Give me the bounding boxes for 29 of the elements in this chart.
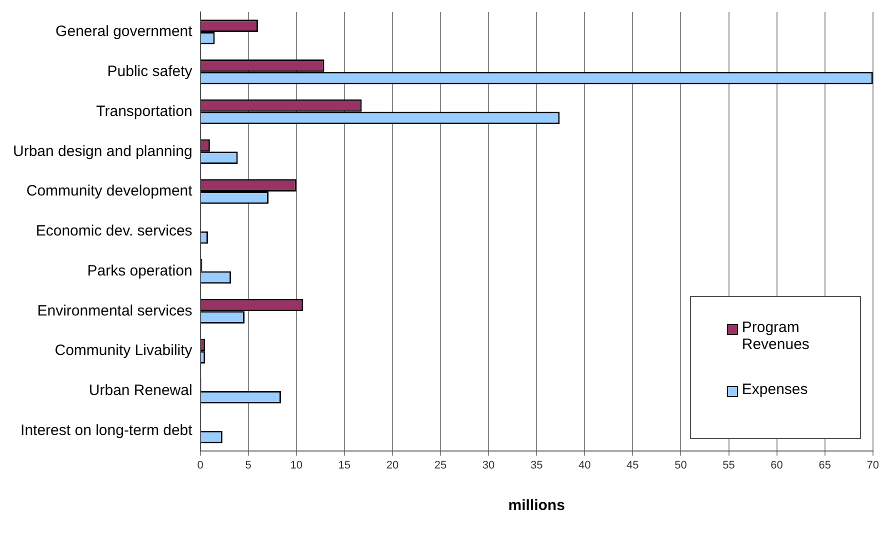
x-tick-label: 10 xyxy=(290,459,303,472)
x-tick-label: 30 xyxy=(482,459,495,472)
y-tick-label: Urban design and planning xyxy=(12,142,192,160)
y-tick-label: Interest on long-term debt xyxy=(20,422,194,439)
y-tick-label: Community development xyxy=(26,182,194,200)
y-tick-label: Urban Renewal xyxy=(88,382,192,400)
x-tick-label: 70 xyxy=(866,459,880,472)
y-tick-label: Economic dev. services xyxy=(36,222,192,240)
legend-label: Expenses xyxy=(742,380,809,398)
x-tick-label: 15 xyxy=(338,459,351,472)
y-tick-label: Transportation xyxy=(96,102,192,120)
x-tick-label: 45 xyxy=(626,459,639,472)
x-tick-label: 50 xyxy=(674,459,687,472)
x-tick-label: 25 xyxy=(434,459,447,472)
y-tick-label: General government xyxy=(56,23,194,40)
y-tick-label: Community Livability xyxy=(54,342,193,360)
x-tick-label: 40 xyxy=(578,459,591,472)
legend-label: Program Revenues xyxy=(742,318,810,353)
x-tick-label: 35 xyxy=(530,459,543,472)
x-tick-label: 55 xyxy=(722,459,735,472)
x-tick-label: 0 xyxy=(197,459,204,472)
x-tick-label: 20 xyxy=(386,459,399,472)
x-axis-title: millions xyxy=(508,497,565,514)
y-tick-label: Environmental services xyxy=(37,302,192,320)
x-tick-label: 5 xyxy=(245,459,252,472)
y-tick-label: Public safety xyxy=(107,62,193,80)
x-tick-label: 60 xyxy=(770,459,783,472)
x-tick-label: 65 xyxy=(818,459,831,472)
y-tick-label: Parks operation xyxy=(87,262,192,280)
